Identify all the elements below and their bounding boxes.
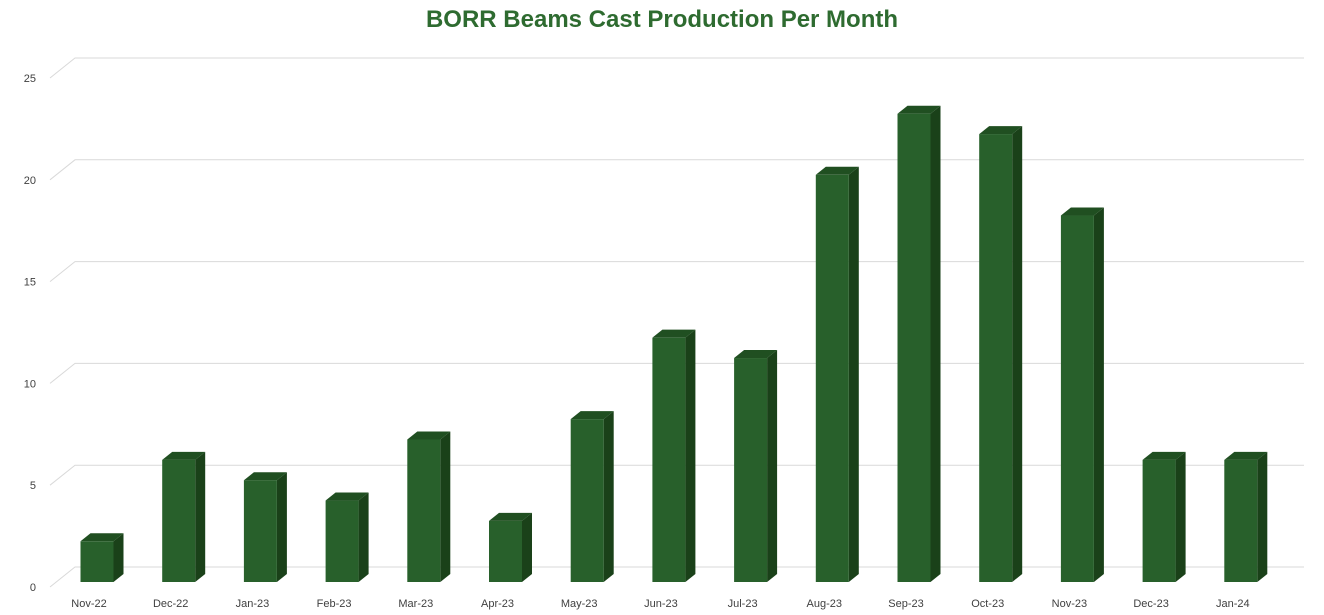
bar-top (407, 431, 451, 440)
bar-side (358, 492, 369, 582)
bar-top (1142, 451, 1186, 460)
bar-front (979, 134, 1013, 582)
gridline-2 (49, 362, 1304, 384)
bar-front (162, 459, 196, 582)
bar-top (734, 350, 778, 359)
bar-front (897, 113, 931, 582)
x-tick-label: Apr-23 (481, 598, 514, 610)
bar-top (1060, 207, 1104, 216)
bar-top (979, 126, 1023, 135)
bar-Mar-23 (407, 431, 451, 582)
y-tick-label: 25 (24, 73, 36, 85)
bar-top (243, 472, 287, 481)
bar-side (276, 472, 287, 582)
bar-side (1257, 451, 1268, 582)
y-tick-label: 10 (24, 378, 36, 390)
bars (80, 105, 1268, 583)
bar-Sep-23 (897, 105, 941, 582)
bar-top (80, 533, 124, 542)
bar-Dec-22 (162, 451, 206, 582)
bar-top (1224, 451, 1268, 460)
x-tick-label: Oct-23 (971, 598, 1004, 610)
x-tick-label: Jun-23 (644, 598, 678, 610)
bar-front (734, 358, 768, 582)
gridline-0 (49, 566, 1304, 588)
bar-front (407, 439, 441, 582)
bar-May-23 (570, 411, 614, 582)
bar-top (325, 492, 369, 501)
gridline-3 (49, 261, 1304, 282)
bar-Jun-23 (652, 329, 696, 582)
x-tick-label: Dec-22 (153, 598, 188, 610)
x-tick-label: Dec-23 (1133, 598, 1168, 610)
x-axis-tick-labels: Nov-22 Dec-22 Jan-23 Feb-23 Mar-23 Apr-23 May-… (71, 598, 1249, 610)
x-tick-label: Nov-23 (1052, 598, 1087, 610)
bar-front (489, 520, 522, 582)
gridlines (49, 57, 1304, 588)
bar-front (1060, 215, 1094, 582)
gridline-5 (49, 57, 1304, 79)
bar-Jul-23 (734, 350, 778, 582)
bar-top (815, 166, 859, 175)
bar-side (1093, 207, 1104, 582)
bar-side (1012, 126, 1023, 582)
y-tick-label: 15 (24, 277, 36, 289)
x-tick-label: Mar-23 (398, 598, 433, 610)
bar-Jan-24 (1224, 451, 1268, 582)
x-tick-label: Jan-23 (236, 598, 270, 610)
bar-Nov-22 (80, 533, 124, 582)
gridline-1 (49, 464, 1304, 486)
bar-front (1224, 459, 1258, 582)
bar-Dec-23 (1142, 451, 1186, 582)
bar-Jan-23 (243, 472, 287, 582)
bar-top (162, 451, 206, 460)
bar-front (325, 500, 359, 582)
bar-side (767, 350, 778, 582)
x-tick-label: Aug-23 (807, 598, 842, 610)
x-tick-label: Jul-23 (728, 598, 758, 610)
bar-side (930, 105, 941, 582)
y-tick-label: 5 (30, 480, 36, 492)
bar-side (685, 329, 696, 582)
chart-title: BORR Beams Cast Production Per Month (425, 6, 899, 33)
bar-side (848, 166, 859, 583)
bar-top (652, 329, 696, 338)
bar-front (243, 480, 277, 582)
x-tick-label: Feb-23 (317, 598, 352, 610)
bar-Oct-23 (979, 126, 1023, 582)
y-axis-tick-labels: 0 5 10 15 20 25 (24, 73, 36, 594)
bar-Apr-23 (489, 512, 532, 582)
bar-side (603, 411, 614, 582)
y-tick-label: 0 (30, 582, 36, 594)
x-tick-label: May-23 (561, 598, 598, 610)
x-tick-label: Sep-23 (888, 598, 923, 610)
bar-side (195, 451, 206, 582)
bar-side (1175, 451, 1186, 582)
bar-front (1142, 459, 1176, 582)
bar-top (897, 105, 941, 114)
bar-Aug-23 (815, 166, 859, 583)
bar-front (570, 419, 604, 582)
x-tick-label: Nov-22 (71, 598, 106, 610)
bar-side (113, 533, 124, 582)
bar-front (815, 174, 849, 583)
gridline-4 (49, 159, 1304, 181)
bar-side (522, 512, 532, 582)
bar-top (489, 512, 532, 521)
bar-front (80, 541, 114, 582)
bar-side (440, 431, 451, 582)
bar-Feb-23 (325, 492, 369, 582)
bar-front (652, 337, 686, 582)
bar-Nov-23 (1060, 207, 1104, 582)
y-tick-label: 20 (24, 175, 36, 187)
x-tick-label: Jan-24 (1216, 598, 1250, 610)
bar-top (570, 411, 614, 420)
